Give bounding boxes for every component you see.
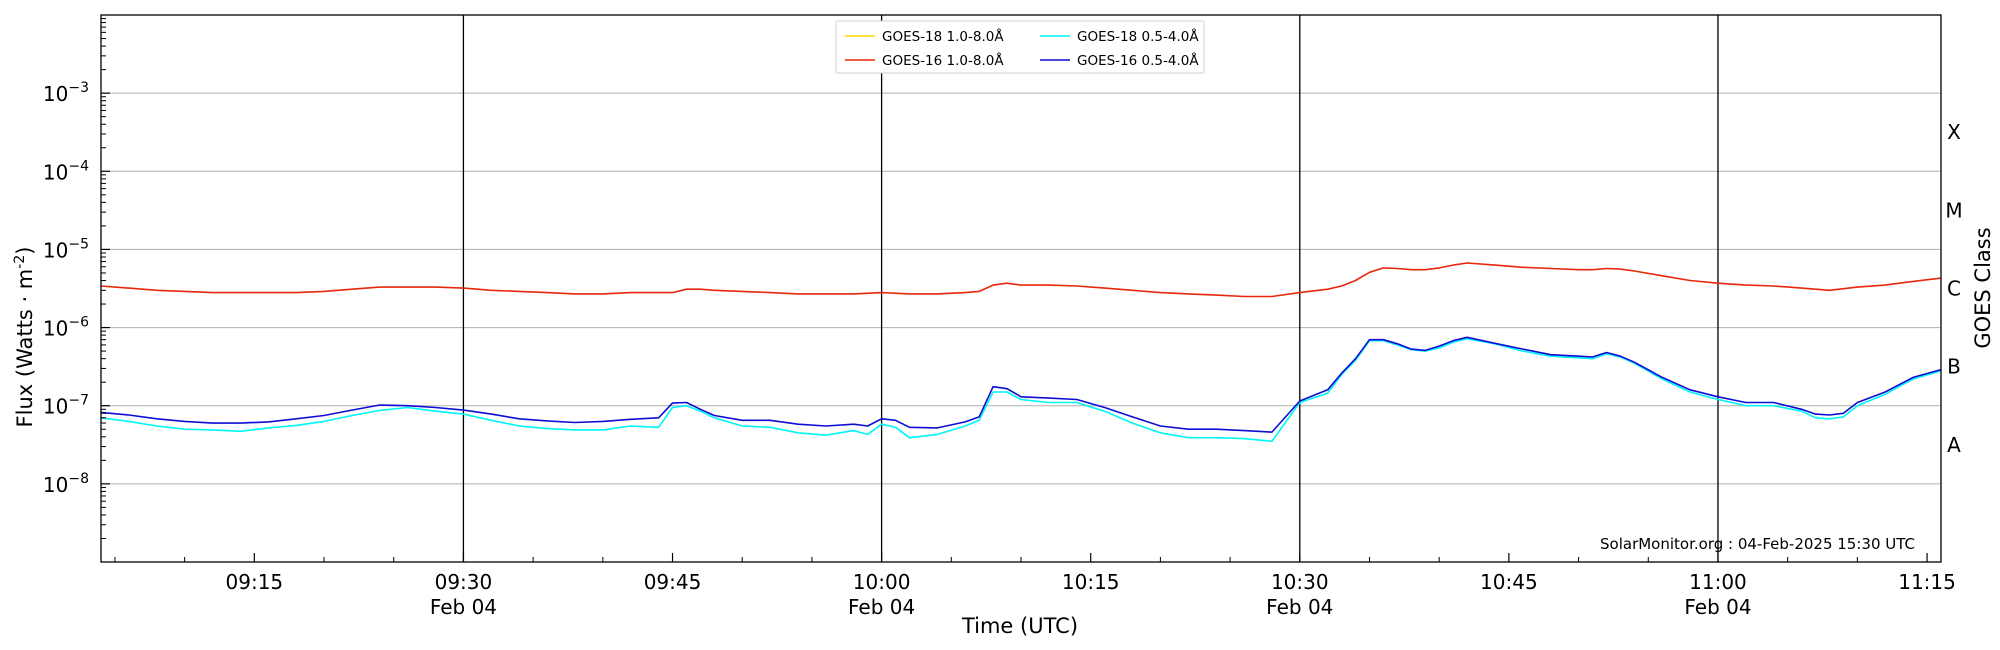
y-tick-base: 10 — [43, 473, 68, 497]
x-tick-date-1: Feb 04 — [430, 595, 497, 619]
y-axis-label: Flux (Watts · m-2) — [12, 247, 37, 428]
series-line-1 — [100, 262, 1942, 298]
x-tick-label-5: 10:30 — [1271, 570, 1329, 594]
legend: GOES-18 1.0-8.0Å GOES-16 1.0-8.0Å GOES-18 … — [835, 20, 1205, 74]
legend-box — [835, 20, 1205, 74]
y-axis-label-exponent: -2 — [12, 255, 28, 269]
y-axis-label-close: ) — [13, 247, 37, 255]
plot-frame — [100, 14, 1942, 563]
y-tick-base: 10 — [43, 317, 68, 341]
x-tick-label-8: 11:15 — [1898, 570, 1956, 594]
legend-label-0: GOES-18 1.0-8.0Å — [882, 28, 1004, 45]
goes-class-X: X — [1947, 120, 1961, 144]
goes-class-axis-label: GOES Class — [1971, 227, 1995, 348]
y-tick-label-1: 10−7 — [43, 393, 89, 419]
x-tick-date-7: Feb 04 — [1684, 595, 1751, 619]
y-tick-label-2: 10−6 — [43, 315, 89, 341]
legend-label-3: GOES-16 0.5-4.0Å — [1077, 52, 1199, 69]
y-tick-base: 10 — [43, 160, 68, 184]
y-tick-exponent: −3 — [68, 80, 89, 96]
goes-class-M: M — [1945, 198, 1962, 222]
x-axis-label: Time (UTC) — [961, 614, 1078, 638]
y-tick-label-4: 10−4 — [43, 158, 89, 184]
legend-label-1: GOES-16 1.0-8.0Å — [882, 52, 1004, 69]
y-tick-exponent: −4 — [68, 158, 89, 174]
y-tick-exponent: −5 — [68, 236, 89, 252]
x-tick-date-3: Feb 04 — [848, 595, 915, 619]
x-tick-label-1: 09:30 — [435, 570, 493, 594]
x-tick-label-6: 10:45 — [1480, 570, 1538, 594]
day-separator-lines — [462, 15, 1719, 562]
y-tick-exponent: −6 — [68, 315, 89, 331]
series-lines — [100, 262, 1942, 443]
y-tick-label-3: 10−5 — [43, 236, 89, 262]
y-tick-exponent: −7 — [68, 393, 89, 409]
legend-label-2: GOES-18 0.5-4.0Å — [1077, 28, 1199, 45]
y-tick-base: 10 — [43, 238, 68, 262]
x-tick-label-3: 10:00 — [853, 570, 911, 594]
y-axis-ticks: 10−810−710−610−510−410−3 — [43, 18, 110, 539]
x-tick-label-7: 11:00 — [1689, 570, 1747, 594]
goes-class-B: B — [1947, 355, 1961, 379]
y-axis-label-main: Flux (Watts · m — [13, 269, 37, 428]
grid-lines — [101, 92, 1941, 485]
y-tick-base: 10 — [43, 395, 68, 419]
goes-class-A: A — [1947, 433, 1961, 457]
x-tick-label-2: 09:45 — [644, 570, 702, 594]
y-tick-label-0: 10−8 — [43, 471, 89, 497]
y-tick-base: 10 — [43, 82, 68, 106]
x-tick-label-0: 09:15 — [226, 570, 284, 594]
x-tick-date-5: Feb 04 — [1266, 595, 1333, 619]
goes-class-labels: A B C M X — [1945, 120, 1962, 457]
goes-class-C: C — [1947, 277, 1961, 301]
x-tick-label-4: 10:15 — [1062, 570, 1120, 594]
y-tick-exponent: −8 — [68, 471, 89, 487]
series-line-2 — [100, 337, 1942, 443]
y-tick-label-5: 10−3 — [43, 80, 89, 106]
series-line-3 — [100, 336, 1942, 433]
credit-text: SolarMonitor.org : 04-Feb-2025 15:30 UTC — [1600, 535, 1915, 553]
